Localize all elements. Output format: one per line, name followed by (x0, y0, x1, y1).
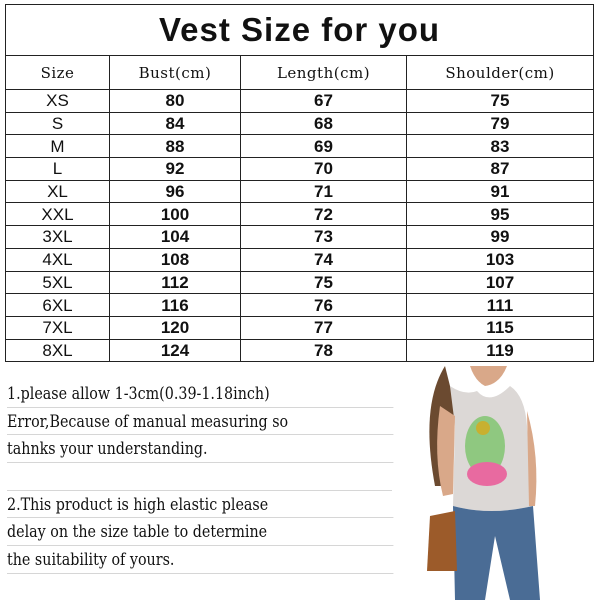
print-flower (467, 462, 507, 486)
size-cell: XXL (5, 202, 110, 227)
size-cell: M (5, 134, 110, 159)
column-header: Bust(cm) (109, 55, 241, 90)
measure-cell: 100 (109, 202, 241, 227)
measure-cell: 103 (405, 247, 595, 272)
measure-cell: 67 (240, 89, 407, 113)
measure-cell: 120 (109, 315, 241, 340)
table-row: 8XL 124 78 119 (5, 338, 595, 363)
measure-cell: 78 (240, 338, 407, 363)
measure-cell: 77 (240, 315, 407, 340)
print-frog (476, 421, 490, 435)
measure-cell: 71 (240, 179, 407, 204)
arm (437, 406, 455, 496)
column-header: Size (5, 55, 110, 90)
notes: 1.please allow 1-3cm(0.39-1.18inch) Erro… (7, 380, 394, 574)
measure-cell: 80 (109, 89, 241, 113)
size-cell: 3XL (5, 225, 110, 249)
size-table: Vest Size for you Size Bust(cm) Length(cm)… (4, 4, 595, 363)
note-line: the suitability of yours. (7, 546, 394, 574)
measure-cell: 115 (405, 315, 595, 340)
handbag (427, 511, 457, 571)
table-row: 4XL 108 74 103 (5, 247, 595, 272)
table-row: 7XL 120 77 115 (5, 315, 595, 340)
note-line: 2.This product is high elastic please (7, 491, 394, 519)
measure-cell: 69 (240, 134, 407, 159)
measure-cell: 95 (405, 202, 595, 227)
neck (470, 366, 507, 386)
table-row: 6XL 116 76 111 (5, 293, 595, 317)
size-cell: 4XL (5, 247, 110, 272)
table-row: XS 80 67 75 (5, 89, 595, 113)
size-cell: 8XL (5, 338, 110, 363)
arm (527, 411, 537, 506)
measure-cell: 87 (405, 157, 595, 181)
product-photo (427, 366, 540, 600)
note-line: tahnks your understanding. (7, 435, 394, 464)
size-cell: XS (5, 89, 110, 113)
size-cell: XL (5, 179, 110, 204)
measure-cell: 79 (405, 111, 595, 136)
measure-cell: 112 (109, 270, 241, 295)
measure-cell: 88 (109, 134, 241, 159)
measure-cell: 68 (240, 111, 407, 136)
table-row: L 92 70 87 (5, 157, 595, 181)
measure-cell: 83 (405, 134, 595, 159)
measure-cell: 96 (109, 179, 241, 204)
table-row: 3XL 104 73 99 (5, 225, 595, 249)
note-line: 1.please allow 1-3cm(0.39-1.18inch) (7, 380, 394, 408)
measure-cell: 75 (240, 270, 407, 295)
column-header: Length(cm) (240, 55, 407, 90)
size-cell: 5XL (5, 270, 110, 295)
note-line: delay on the size table to determine (7, 518, 394, 547)
size-cell: 6XL (5, 293, 110, 317)
size-cell: 7XL (5, 315, 110, 340)
size-cell: L (5, 157, 110, 181)
print-leaves (465, 416, 505, 476)
measure-cell: 104 (109, 225, 241, 249)
note-line: Error,Because of manual measuring so (7, 408, 394, 436)
measure-cell: 70 (240, 157, 407, 181)
measure-cell: 91 (405, 179, 595, 204)
column-header: Shoulder(cm) (405, 55, 595, 90)
measure-cell: 84 (109, 111, 241, 136)
measure-cell: 74 (240, 247, 407, 272)
jeans (453, 506, 540, 600)
measure-cell: 75 (405, 89, 595, 113)
measure-cell: 92 (109, 157, 241, 181)
measure-cell: 116 (109, 293, 241, 317)
divider (7, 463, 392, 491)
measure-cell: 124 (109, 338, 241, 363)
measure-cell: 119 (405, 338, 595, 363)
measure-cell: 108 (109, 247, 241, 272)
chart-title: Vest Size for you (4, 4, 595, 56)
table-row: 5XL 112 75 107 (5, 270, 595, 295)
table-row: XXL 100 72 95 (5, 202, 595, 227)
header-row: Size Bust(cm) Length(cm) Shoulder(cm) (5, 55, 595, 90)
table-row: S 84 68 79 (5, 111, 595, 136)
measure-cell: 111 (405, 293, 595, 317)
size-cell: S (5, 111, 110, 136)
measure-cell: 73 (240, 225, 407, 249)
measure-cell: 99 (405, 225, 595, 249)
measure-cell: 107 (405, 270, 595, 295)
measure-cell: 72 (240, 202, 407, 227)
table-row: XL 96 71 91 (5, 179, 595, 204)
measure-cell: 76 (240, 293, 407, 317)
table-row: M 88 69 83 (5, 134, 595, 159)
